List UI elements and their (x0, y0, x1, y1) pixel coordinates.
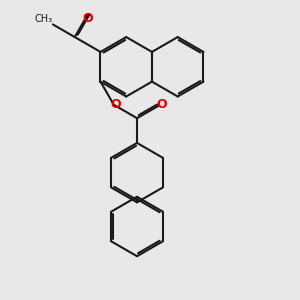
Text: O: O (157, 98, 167, 111)
Text: O: O (110, 98, 121, 111)
Text: CH₃: CH₃ (35, 14, 53, 24)
Text: O: O (83, 12, 93, 25)
